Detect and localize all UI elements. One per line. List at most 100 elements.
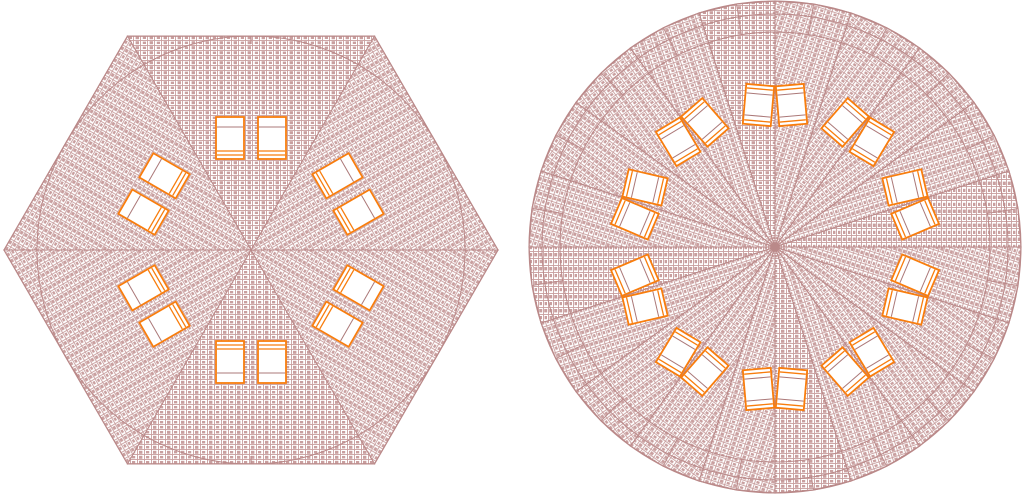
magnet-slot-pair	[117, 263, 191, 349]
circle-outer-band-radial	[736, 3, 742, 35]
magnet-slot-divider-line	[361, 281, 375, 305]
magnet-slot-pair	[311, 263, 385, 349]
magnet-slot	[890, 253, 941, 298]
magnet-slot-divider-line	[147, 207, 162, 231]
magnet-slot-divider-line	[885, 178, 893, 204]
hexagon-outline	[3, 35, 499, 465]
magnet-slot-divider-line	[924, 269, 936, 294]
magnet-slot-divider-line	[779, 371, 806, 375]
magnet-slot-divider-line	[658, 120, 682, 136]
circle-outer-band-radial	[555, 344, 584, 360]
magnet-slot-divider-line	[315, 304, 330, 328]
magnet-slot-outline	[881, 287, 929, 326]
magnet-slot-divider-line	[701, 354, 723, 373]
magnet-slot-outline	[679, 346, 730, 398]
magnet-slot-divider-line	[744, 114, 771, 118]
magnet-slot-divider-line	[625, 297, 634, 323]
magnet-slot-divider-line	[868, 120, 892, 136]
magnet-slot-divider-line	[630, 296, 638, 322]
magnet-slot	[774, 82, 809, 128]
magnet-slot-divider-line	[687, 105, 708, 124]
magnet-slot-divider-line	[746, 92, 773, 96]
magnet-slot	[215, 116, 245, 160]
magnet-slot-divider-line	[746, 398, 773, 402]
magnet-slot	[215, 340, 245, 384]
magnet-slot-divider-line	[705, 350, 726, 369]
magnet-slot-divider-line	[127, 281, 141, 305]
magnet-slot-outline	[820, 346, 871, 398]
magnet-slot	[774, 366, 809, 412]
magnet-slot-divider-line	[899, 210, 911, 236]
magnet-slot-divider-line	[894, 212, 907, 238]
magnet-slot-divider-line	[340, 269, 355, 293]
circle-outer-band-radial	[926, 72, 950, 96]
magnet-slot-divider-line	[614, 200, 626, 225]
magnet-slot-divider-line	[661, 125, 684, 140]
magnet-slot-divider-line	[684, 101, 705, 120]
magnet-slot-divider-line	[824, 125, 845, 144]
magnet-slot-divider-line	[614, 269, 626, 294]
magnet-slot	[820, 346, 871, 398]
magnet-slot-divider-line	[890, 177, 898, 203]
circle-outer-band-radial	[531, 280, 563, 286]
circle-outer-band-radial	[808, 3, 814, 35]
circle-outer-band-radial	[966, 344, 995, 360]
circle-outer-band-radial	[987, 280, 1019, 286]
magnet-slot-divider-line	[336, 267, 351, 291]
magnet-slot-divider-line	[151, 209, 166, 233]
magnet-slot-divider-line	[684, 374, 705, 393]
magnet-slot-divider-line	[147, 269, 162, 293]
magnet-slot-divider-line	[845, 374, 866, 393]
magnet-slot-divider-line	[657, 178, 665, 204]
magnet-slot-divider-line	[744, 119, 771, 123]
circle-outer-band-radial	[531, 208, 563, 214]
magnet-slot-divider-line	[842, 105, 863, 124]
circle-outer-band-radial	[600, 398, 624, 422]
magnet-slot-divider-line	[746, 87, 773, 91]
magnet-slot-divider-line	[148, 318, 162, 342]
magnet-slot-divider-line	[687, 370, 708, 389]
magnet-slot-divider-line	[319, 170, 334, 194]
magnet-slot-divider-line	[827, 121, 849, 140]
circle-center-dot	[771, 243, 779, 251]
magnet-slot-pair	[881, 168, 941, 241]
magnet-slot-divider-line	[777, 87, 804, 91]
magnet-slot	[881, 287, 929, 326]
magnet-slot-divider-line	[168, 306, 183, 330]
magnet-slot	[654, 326, 702, 378]
circle-outer-band-radial	[966, 134, 995, 150]
magnet-slot-divider-line	[866, 354, 889, 369]
magnet-slot-divider-line	[674, 148, 698, 163]
magnet-slot-divider-line	[777, 398, 804, 402]
magnet-slot	[621, 168, 669, 207]
magnet-slot-divider-line	[172, 172, 187, 196]
magnet-slot-divider-line	[924, 200, 936, 225]
magnet-slot	[332, 263, 385, 312]
circle-outer-band-radial	[987, 208, 1019, 214]
magnet-slot-divider-line	[894, 256, 907, 282]
circle-concentric-ring	[541, 13, 1009, 481]
magnet-slot-pair	[609, 168, 669, 241]
magnet-slot	[117, 263, 170, 312]
circle-outer-band-radial	[662, 27, 678, 56]
magnet-slot-divider-line	[630, 172, 638, 198]
magnet-slot-divider-line	[744, 371, 771, 375]
magnet-slot-divider-line	[172, 304, 187, 328]
magnet-slot-outline	[609, 253, 660, 298]
magnet-slot-outline	[621, 287, 669, 326]
magnet-slot-divider-line	[919, 202, 931, 227]
magnet-slot-divider-line	[885, 290, 893, 316]
magnet-slot	[741, 366, 776, 412]
circle-outer-band-radial	[736, 459, 742, 491]
magnet-slot-divider-line	[866, 125, 889, 140]
magnet-slot-divider-line	[779, 119, 806, 123]
magnet-slot-outline	[890, 253, 941, 298]
magnet-slot	[332, 188, 385, 237]
magnet-slot-divider-line	[639, 210, 651, 236]
magnet-slot-divider-line	[705, 125, 726, 144]
magnet-slot-pair	[741, 82, 809, 128]
magnet-slot-divider-line	[658, 358, 682, 374]
circle-outer-band-radial	[872, 438, 888, 467]
magnet-slot-divider-line	[639, 258, 651, 284]
